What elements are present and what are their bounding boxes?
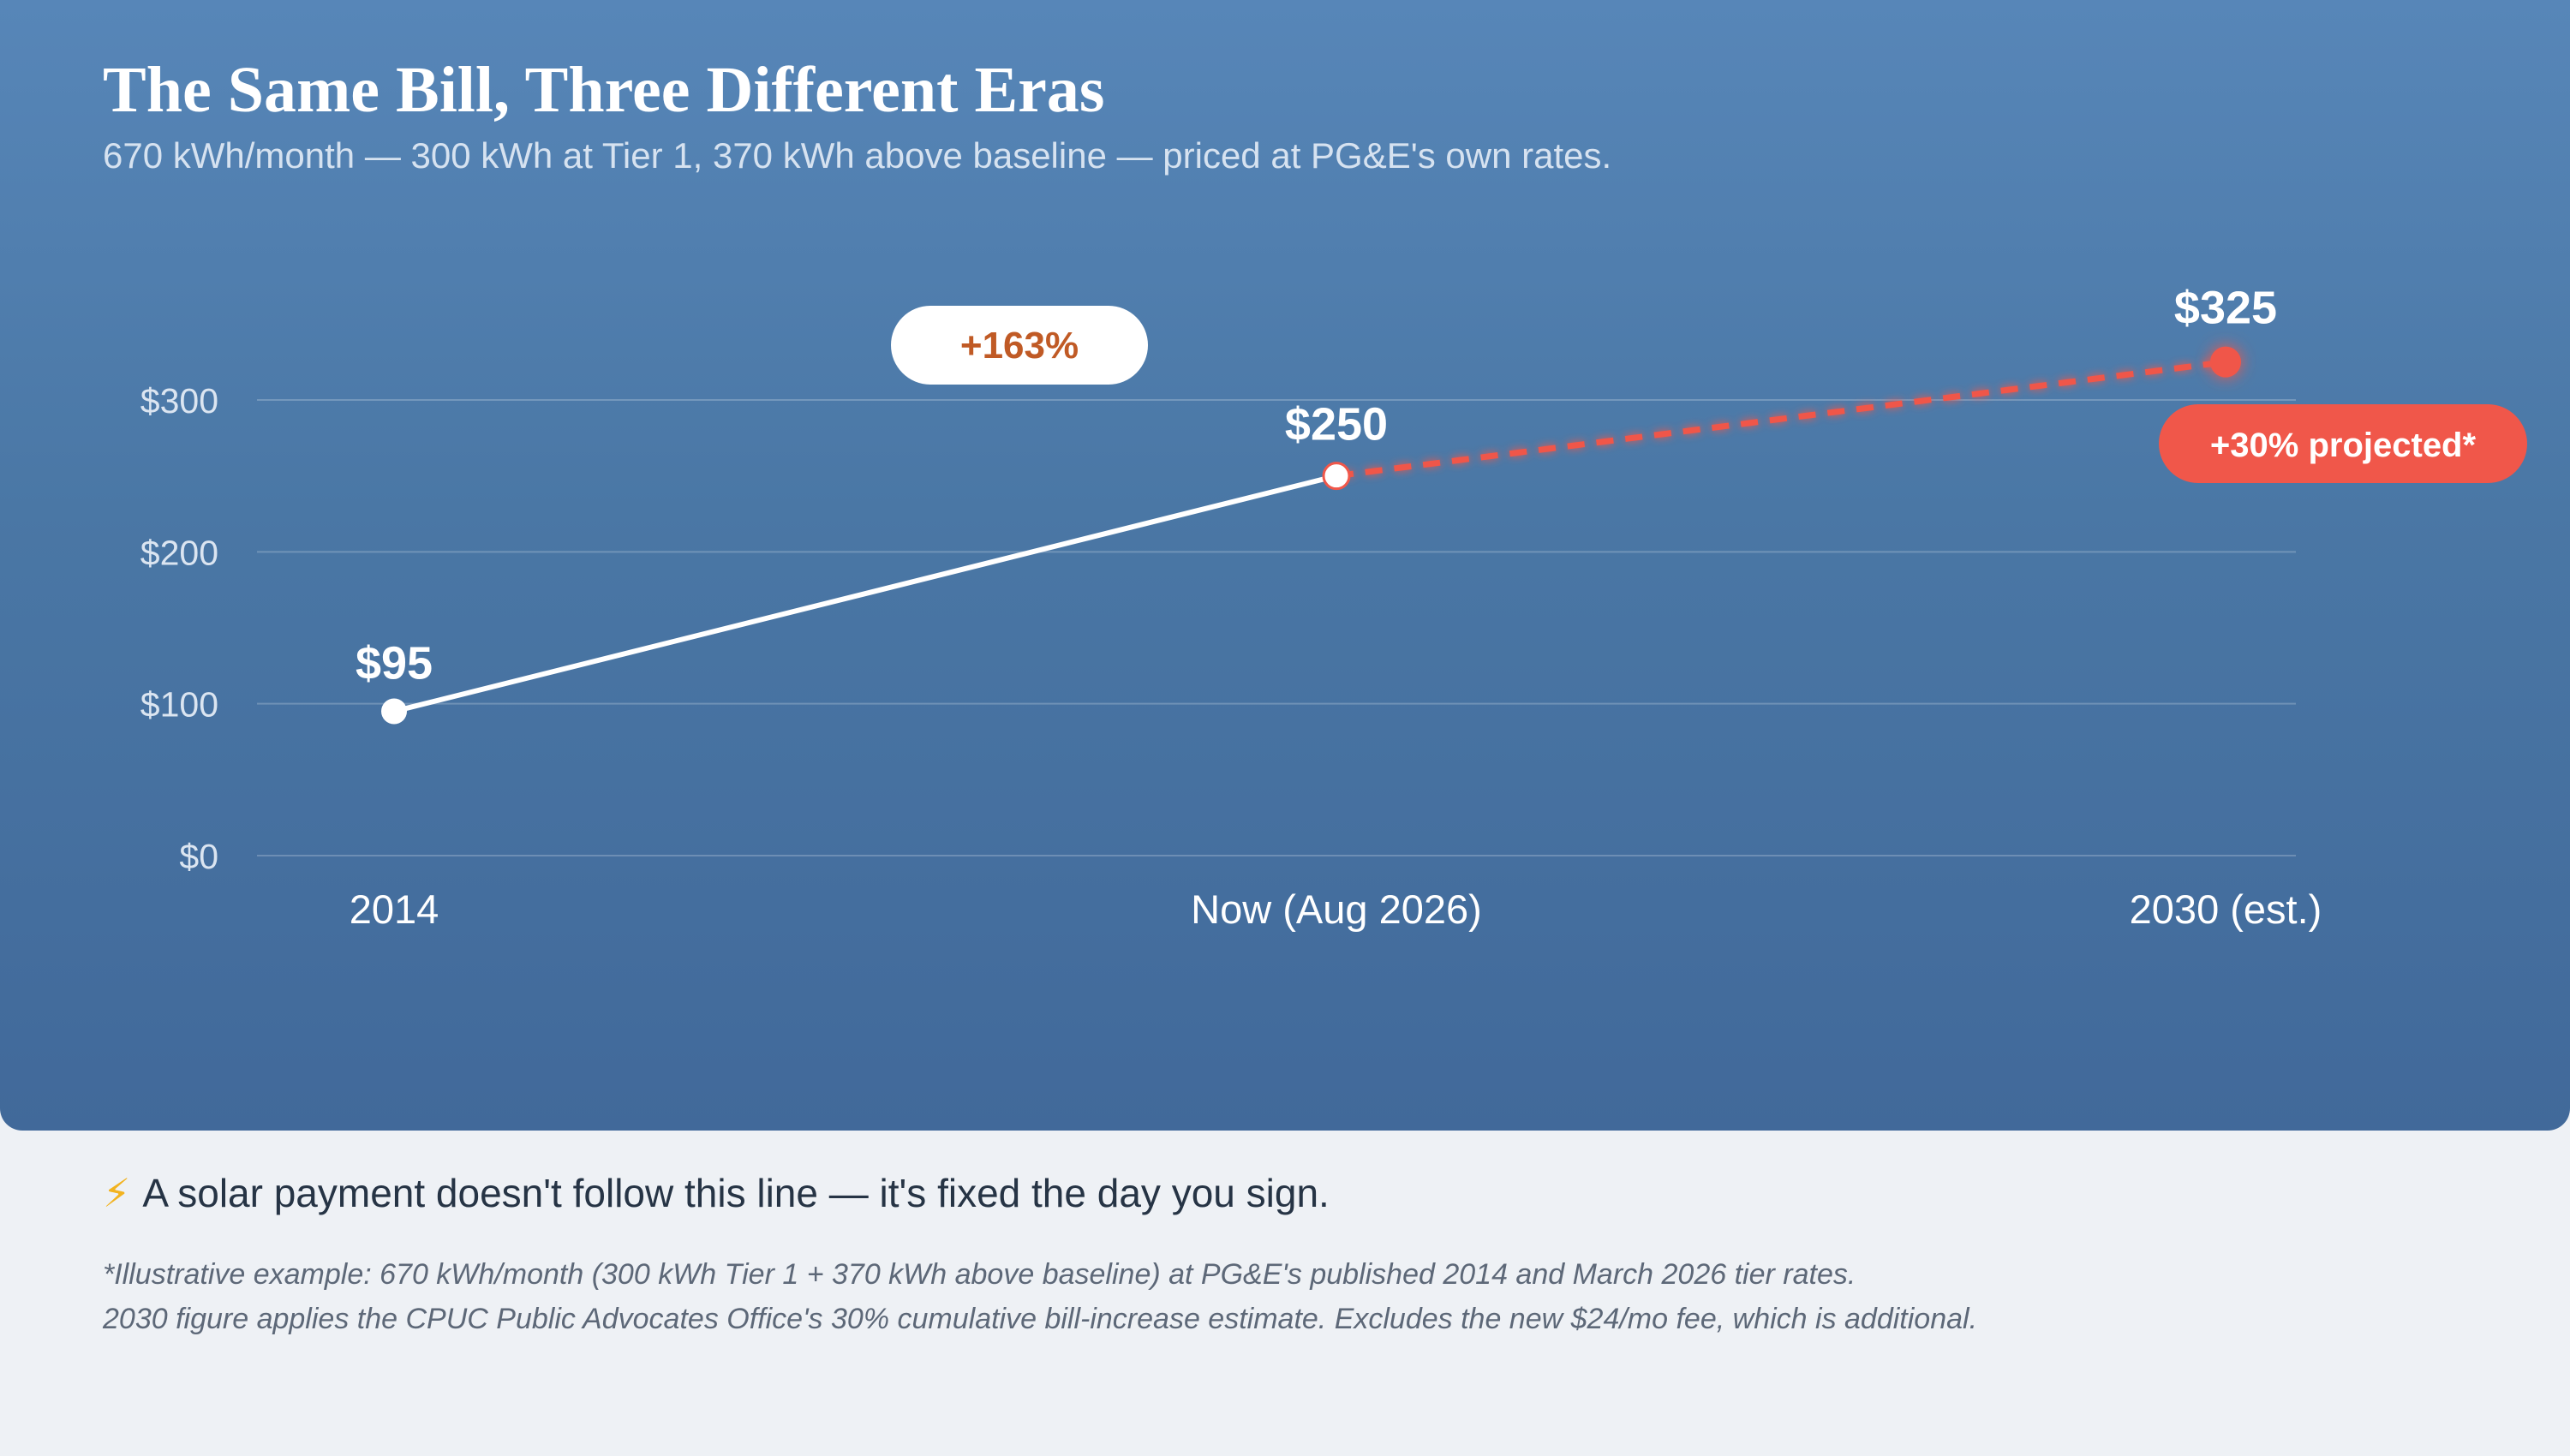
chart-panel: The Same Bill, Three Different Eras 670 …	[0, 0, 2570, 1131]
data-label: $325	[2174, 283, 2277, 334]
takeaway-label: A solar payment doesn't follow this line…	[142, 1171, 1330, 1215]
chart-title: The Same Bill, Three Different Eras	[103, 54, 1105, 126]
data-point-now	[1322, 462, 1351, 491]
x-tick-label: 2030 (est.)	[2130, 886, 2322, 932]
projection-badge-label: +30% projected*	[2210, 427, 2477, 464]
y-tick-label: $0	[179, 837, 218, 876]
increase-badge	[891, 306, 1148, 385]
y-tick-label: $100	[140, 685, 218, 725]
series-line-projected	[1336, 359, 2226, 480]
chart-subtitle: 670 kWh/month — 300 kWh at Tier 1, 370 k…	[103, 135, 1612, 176]
data-point-2030	[2210, 346, 2241, 378]
y-tick-label: $200	[140, 533, 218, 572]
footnote: *Illustrative example: 670 kWh/month (30…	[103, 1252, 1977, 1341]
data-label: $95	[356, 638, 433, 689]
takeaway-text: ⚡ A solar payment doesn't follow this lin…	[103, 1170, 1330, 1216]
line-chart: $0 $100 $200 $300 2014 Now (Aug 2026) 2030 (es…	[140, 283, 2527, 932]
footnote-line-1: *Illustrative example: 670 kWh/month (30…	[103, 1258, 1856, 1291]
lightning-bolt-icon: ⚡	[103, 1171, 131, 1215]
series-line-actual	[393, 473, 1337, 714]
data-point-2014	[381, 698, 407, 725]
increase-badge-label: +163%	[960, 325, 1079, 367]
projection-badge	[2159, 404, 2527, 483]
data-label: $250	[1285, 399, 1388, 451]
x-tick-label: 2014	[350, 886, 439, 932]
x-tick-label: Now (Aug 2026)	[1191, 886, 1482, 932]
y-tick-label: $300	[140, 381, 218, 421]
footnote-line-2: 2030 figure applies the CPUC Public Advo…	[103, 1303, 1978, 1335]
